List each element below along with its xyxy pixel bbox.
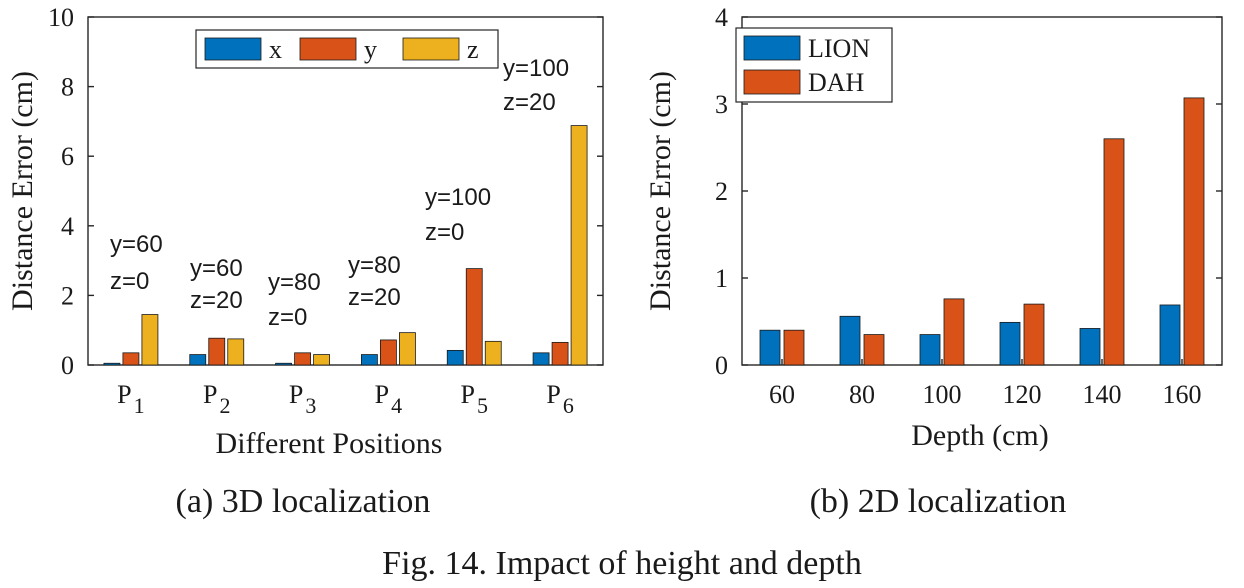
- chart-a-xtick-label: P4: [375, 380, 402, 418]
- chart-b-ylabel: Distance Error (cm): [644, 71, 677, 311]
- chart-a-bar-z: [141, 314, 159, 366]
- chart-b-xtick-label: 120: [1003, 380, 1042, 409]
- chart-a-bar-z: [570, 125, 588, 366]
- chart-a-annotation-line1: y=100: [503, 55, 569, 82]
- chart-b-bar-dah: [1103, 138, 1125, 366]
- chart-a-bar-y: [465, 268, 483, 366]
- chart-a-bar-x: [532, 352, 550, 366]
- chart-b-xlabel: Depth (cm): [911, 419, 1048, 452]
- chart-a-bar-x: [361, 354, 378, 366]
- chart-a-legend-label-z: z: [467, 35, 479, 64]
- chart-a-legend-label-x: x: [269, 35, 282, 64]
- chart-a-xtick-label: P3: [289, 380, 316, 418]
- chart-b-legend: LION DAH: [735, 27, 893, 103]
- chart-b-bar-lion: [759, 329, 781, 366]
- chart-b-bar-lion: [1159, 304, 1181, 366]
- chart-2d-localization: Distance Error (cm) Depth (cm) (b) 2D lo…: [644, 3, 1223, 520]
- chart-a-ytick-label: 2: [61, 281, 74, 310]
- chart-3d-localization: Distance Error (cm) Different Positions …: [6, 3, 604, 520]
- chart-a-annotation-line2: z=20: [190, 287, 243, 314]
- chart-a-xtick-label: P5: [461, 380, 488, 418]
- chart-a-bar-x: [103, 362, 121, 366]
- chart-a-annotation-line2: z=20: [348, 284, 401, 311]
- chart-a-xtick-label: P2: [203, 380, 230, 418]
- chart-a-bar-y: [208, 337, 226, 366]
- chart-a-annotation-line2: z=20: [503, 89, 556, 116]
- chart-a-annotation-line2: z=0: [268, 304, 307, 331]
- chart-a-annotation-line1: y=60: [110, 231, 163, 258]
- chart-a-annotation-line1: y=60: [190, 255, 243, 282]
- chart-a-bar-x: [189, 354, 207, 366]
- chart-b-xtick-label: 160: [1163, 380, 1202, 409]
- chart-a-annotation-line2: z=0: [110, 268, 149, 295]
- chart-b-legend-label-lion: LION: [808, 34, 870, 63]
- chart-b-bar-dah: [943, 298, 965, 366]
- chart-b-legend-label-dah: DAH: [808, 68, 865, 97]
- chart-a-legend: x y z: [195, 29, 499, 69]
- chart-b-bar-lion: [1079, 328, 1101, 366]
- chart-b-bar-dah: [863, 334, 885, 366]
- chart-b-ytick-label: 2: [715, 177, 728, 206]
- chart-b-ytick-label: 1: [715, 264, 728, 293]
- chart-a-legend-swatch-x: [204, 37, 262, 61]
- chart-b-bar-lion: [919, 334, 941, 366]
- chart-a-bar-z: [484, 340, 502, 366]
- chart-a-axes-frame: [87, 16, 604, 366]
- chart-a-annotation-line2: z=0: [425, 219, 464, 246]
- chart-b-subtitle: (b) 2D localization: [810, 483, 1067, 520]
- chart-a-xtick-label: P1: [117, 380, 144, 418]
- chart-b-bar-lion: [999, 321, 1021, 366]
- chart-a-ytick-label: 6: [61, 142, 74, 171]
- chart-a-bar-y: [551, 341, 569, 366]
- chart-a-bar-y: [380, 339, 397, 366]
- chart-a-ytick-label: 8: [61, 73, 74, 102]
- chart-a-xlabel: Different Positions: [216, 427, 443, 460]
- chart-b-xtick-label: 60: [769, 380, 795, 409]
- chart-b-xtick-label: 100: [923, 380, 962, 409]
- chart-a-ytick-label: 10: [48, 3, 74, 32]
- chart-b-xtick-label: 140: [1083, 380, 1122, 409]
- chart-a-ytick-label: 0: [61, 351, 74, 380]
- chart-a-ylabel: Distance Error (cm): [6, 71, 39, 311]
- chart-a-legend-swatch-z: [402, 37, 460, 61]
- chart-a-bar-z: [399, 332, 416, 366]
- chart-a-annotation-line1: y=80: [348, 252, 401, 279]
- chart-a-subtitle: (a) 3D localization: [176, 483, 431, 520]
- chart-a-bar-x: [446, 349, 464, 366]
- chart-a-xtick-label: P6: [546, 380, 573, 418]
- chart-a-bar-y: [122, 352, 140, 366]
- chart-b-bar-dah: [1023, 303, 1045, 366]
- chart-b-legend-swatch-lion: [743, 35, 801, 61]
- chart-a-legend-label-y: y: [364, 35, 377, 64]
- chart-b-xtick-label: 80: [849, 380, 875, 409]
- chart-b-ytick-label: 0: [715, 351, 728, 380]
- chart-b-bar-dah: [783, 329, 805, 366]
- chart-b-ytick-label: 4: [715, 3, 728, 32]
- chart-b-bar-lion: [839, 315, 861, 366]
- chart-a-legend-swatch-y: [299, 37, 357, 61]
- chart-a-ytick-label: 4: [61, 212, 74, 241]
- chart-a-annotation-line1: y=100: [425, 184, 491, 211]
- chart-b-legend-swatch-dah: [743, 69, 801, 95]
- figure-caption: Fig. 14. Impact of height and depth: [382, 545, 862, 582]
- chart-a-bar-y: [294, 352, 311, 366]
- chart-a-annotation-line1: y=80: [268, 269, 321, 296]
- chart-b-ytick-label: 3: [715, 90, 728, 119]
- chart-a-bar-z: [313, 354, 330, 366]
- chart-a-bar-z: [227, 338, 245, 366]
- chart-a-bar-x: [275, 362, 292, 366]
- chart-b-bar-dah: [1183, 97, 1205, 366]
